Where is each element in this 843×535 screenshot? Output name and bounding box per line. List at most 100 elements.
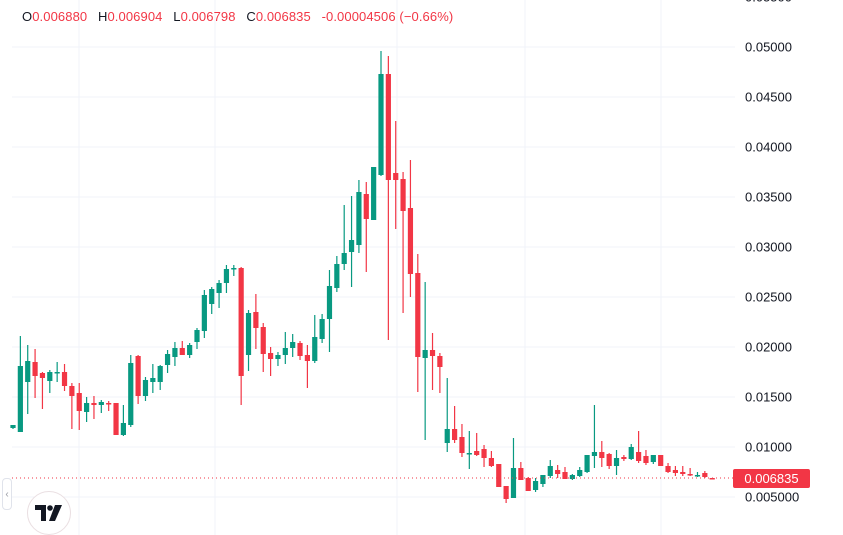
candle [106, 403, 112, 405]
candle [216, 283, 222, 293]
candle [334, 264, 340, 288]
candle [672, 470, 678, 473]
ohlc-legend: O0.006880 H0.006904 L0.006798 C0.006835 … [22, 9, 460, 24]
candle [319, 319, 325, 339]
open-label: O [22, 9, 33, 24]
candle [532, 481, 539, 490]
candle [135, 356, 141, 396]
candle [164, 354, 171, 365]
candle [157, 366, 163, 382]
candle [606, 454, 612, 466]
candle [584, 455, 590, 472]
candle [518, 468, 524, 480]
candle [194, 330, 200, 342]
candle [275, 355, 281, 359]
candle [32, 362, 38, 376]
price-tick-label: 0.04500 [745, 89, 792, 105]
candle [297, 343, 303, 356]
price-tick-label: 0.04000 [745, 139, 792, 155]
close-value: 0.006835 [255, 9, 311, 24]
candle [54, 372, 60, 374]
candle [437, 356, 443, 367]
candle [187, 345, 193, 355]
tradingview-logo[interactable] [27, 491, 71, 535]
candle [694, 475, 701, 477]
candle [356, 192, 362, 245]
tradingview-logo-icon [35, 505, 62, 521]
grid-lines [12, 0, 735, 535]
candle [540, 475, 546, 484]
candle [363, 194, 369, 219]
candle [496, 464, 502, 487]
candle [61, 372, 68, 386]
price-tick-label: 0.03500 [745, 189, 792, 205]
candle [282, 348, 288, 355]
candle [260, 327, 266, 354]
candle [84, 403, 90, 412]
candle [555, 470, 561, 474]
candle [459, 437, 465, 453]
close-label: C [246, 9, 256, 24]
candle [312, 337, 318, 361]
candle [488, 458, 494, 466]
candle [599, 452, 605, 458]
open-value: 0.006880 [32, 9, 88, 24]
candle [474, 451, 480, 455]
candle [393, 173, 399, 180]
candle [650, 455, 656, 462]
high-value: 0.006904 [107, 9, 163, 24]
candle [621, 457, 627, 459]
price-tick-label: 0.005000 [745, 489, 800, 505]
candle [562, 472, 568, 479]
candle [378, 74, 384, 175]
candle [290, 342, 296, 348]
price-tick-label: 0.05500 [745, 0, 792, 5]
candle [591, 452, 598, 456]
candle [385, 74, 391, 180]
candle [422, 350, 428, 358]
price-tick-label: 0.03000 [745, 239, 792, 255]
candle [510, 468, 517, 498]
current-price-label: 0.006835 [733, 469, 810, 488]
price-tick-label: 0.02500 [745, 289, 792, 305]
candle [341, 253, 347, 264]
candle [253, 312, 259, 328]
candle [709, 478, 715, 480]
candle [444, 429, 450, 443]
candle [577, 470, 583, 476]
candle [503, 486, 509, 499]
candle [113, 403, 119, 435]
candle [680, 472, 686, 474]
candle [17, 366, 23, 432]
collapse-button[interactable]: ‹ [2, 478, 12, 510]
candle [628, 447, 634, 459]
high-label: H [97, 9, 108, 24]
candle [209, 289, 215, 304]
price-tick-label: 0.05000 [745, 39, 792, 55]
candle [76, 393, 82, 411]
low-label: L [173, 9, 181, 24]
candle [98, 402, 104, 405]
candle [665, 466, 671, 472]
candle [120, 423, 126, 435]
candle [569, 475, 575, 479]
candle [172, 348, 178, 357]
low-value: 0.006798 [180, 9, 236, 24]
candle [547, 466, 553, 476]
candle [10, 425, 16, 428]
candle [525, 478, 531, 491]
candle [47, 372, 53, 381]
candle [400, 179, 406, 211]
candle [643, 456, 649, 463]
candle [326, 286, 333, 319]
candle [69, 386, 75, 396]
candle [636, 452, 642, 461]
price-tick-label: 0.02000 [745, 339, 792, 355]
candles [10, 51, 715, 503]
candle [25, 361, 31, 382]
candle [304, 355, 310, 361]
candle [407, 208, 414, 274]
price-tick-label: 0.01000 [745, 439, 792, 455]
candle [658, 455, 664, 466]
